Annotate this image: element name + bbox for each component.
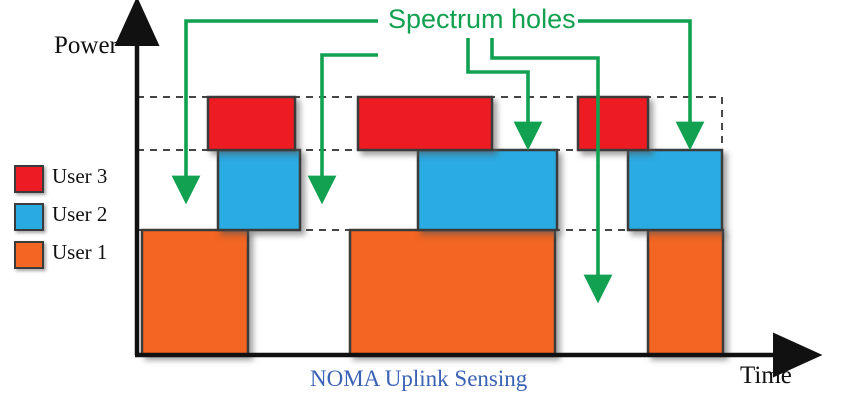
axes: [114, 0, 823, 378]
series-user-3: [206, 95, 650, 152]
x-axis-label: Time: [740, 362, 792, 389]
bar-user2-3[interactable]: [626, 148, 724, 232]
spectrum-holes-annotation: Spectrum holes: [388, 4, 576, 34]
spectrum-hole-arrow-1: [171, 19, 378, 205]
spectrum-hole-arrow-5: [578, 19, 705, 151]
bar-user1-2[interactable]: [348, 228, 557, 357]
bar-user1-1[interactable]: [140, 228, 250, 357]
figure-caption: NOMA Uplink Sensing: [310, 366, 528, 391]
bar-user2-1[interactable]: [216, 148, 302, 232]
legend-swatch-user-1: [14, 241, 44, 269]
bar-user3-3[interactable]: [576, 95, 650, 152]
bar-user3-2[interactable]: [356, 95, 494, 152]
y-axis-label: Power: [54, 32, 118, 59]
spectrum-hole-arrows: [171, 19, 705, 304]
legend-label-user-3: User 3: [52, 164, 108, 188]
bar-user3-1[interactable]: [206, 95, 297, 152]
spectrum-hole-arrow-3: [466, 38, 543, 151]
legend-label-user-1: User 1: [52, 240, 108, 264]
bar-user2-2[interactable]: [416, 148, 559, 232]
legend-swatch-user-2: [14, 203, 44, 231]
legend-label-user-2: User 2: [52, 202, 108, 226]
legend-swatch-user-3: [14, 165, 44, 193]
series-user-1: [140, 228, 725, 357]
spectrum-hole-arrow-4: [490, 38, 613, 304]
bar-user1-3[interactable]: [646, 228, 725, 357]
series-user-2: [216, 148, 724, 232]
spectrum-hole-arrow-2: [307, 53, 378, 205]
